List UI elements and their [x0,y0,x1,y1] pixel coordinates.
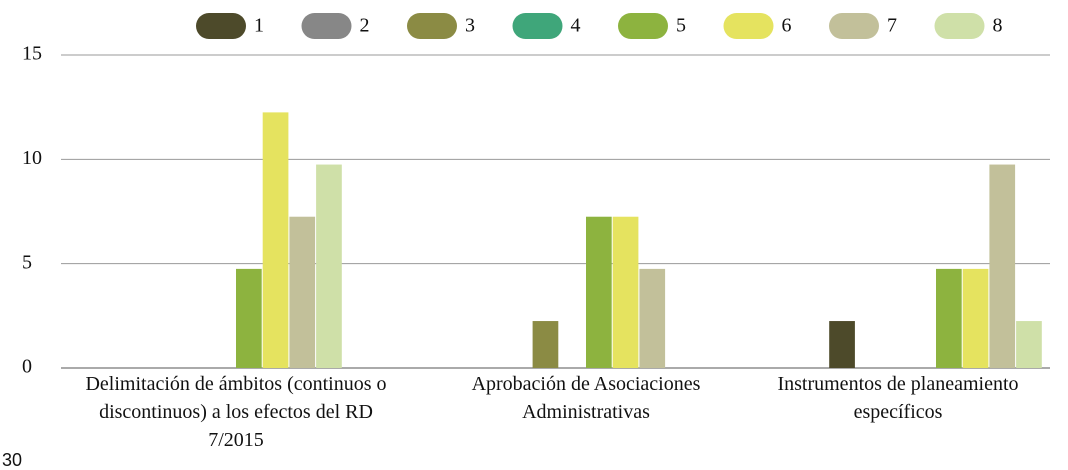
bar [639,268,666,368]
y-tick-label: 5 [22,251,32,273]
x-tick-label: Aprobación de Asociaciones Administrativ… [471,373,701,423]
bar [532,321,559,368]
y-tick-label: 15 [22,43,42,65]
legend-swatch [407,13,457,39]
legend-swatch [829,13,879,39]
legend-swatch [196,13,246,39]
legend-label: 5 [676,15,686,37]
bar [829,321,855,368]
annotation: 30 [2,450,23,470]
legend-swatch [512,13,563,39]
bar [1016,321,1042,368]
bar [586,216,612,368]
bar [236,268,262,368]
legend-label: 2 [360,15,370,37]
bar [962,268,989,368]
bar [262,112,289,368]
legend-label: 7 [887,15,897,37]
legend-swatch [618,13,668,39]
legend-label: 8 [993,15,1003,37]
bar [989,164,1016,368]
bar [612,216,639,368]
legend-swatch [934,13,985,39]
x-tick-label: Delimitación de ámbitos (continuos o dis… [85,373,387,451]
legend-label: 4 [571,15,581,37]
legend-label: 3 [465,15,475,37]
legend-swatch [301,13,352,39]
bar [316,164,342,368]
bar [289,216,316,368]
y-tick-label: 0 [22,356,32,378]
x-tick-label: Instrumentos de planeamiento específicos [777,373,1019,423]
legend-label: 6 [782,15,792,37]
legend-label: 1 [254,15,264,37]
y-tick-label: 10 [22,147,42,169]
bar [936,268,962,368]
legend-swatch [723,13,774,39]
